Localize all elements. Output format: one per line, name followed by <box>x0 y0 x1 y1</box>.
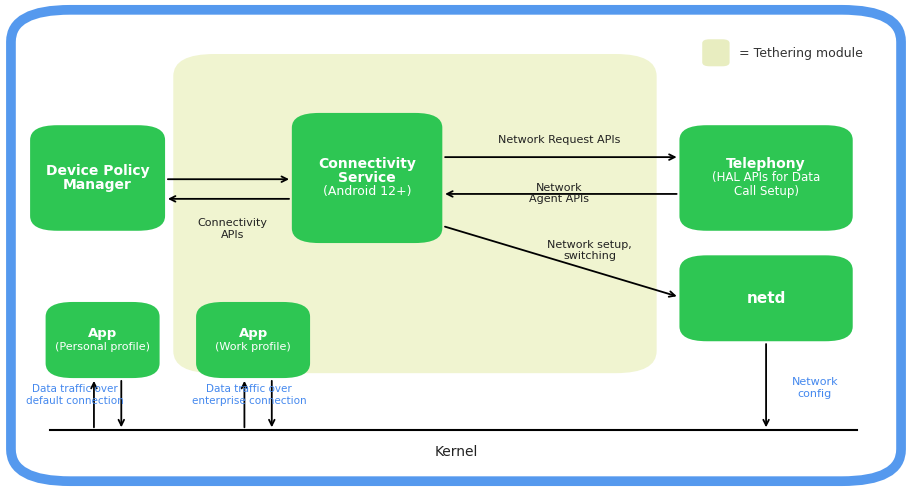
FancyBboxPatch shape <box>679 125 852 231</box>
Text: Connectivity
APIs: Connectivity APIs <box>198 218 267 240</box>
Text: App: App <box>87 327 118 340</box>
Text: = Tethering module: = Tethering module <box>738 47 862 59</box>
FancyBboxPatch shape <box>30 125 165 231</box>
FancyBboxPatch shape <box>679 255 852 341</box>
Text: Call Setup): Call Setup) <box>732 185 798 198</box>
Text: (HAL APIs for Data: (HAL APIs for Data <box>711 171 819 185</box>
Text: Data traffic over
default connection: Data traffic over default connection <box>26 384 123 406</box>
Text: Data traffic over
enterprise connection: Data traffic over enterprise connection <box>191 384 306 406</box>
FancyBboxPatch shape <box>46 302 159 378</box>
Text: Device Policy: Device Policy <box>46 164 149 178</box>
FancyBboxPatch shape <box>173 54 656 373</box>
FancyBboxPatch shape <box>701 39 729 66</box>
Text: Kernel: Kernel <box>434 445 477 459</box>
Text: (Android 12+): (Android 12+) <box>322 185 411 198</box>
Text: Service: Service <box>338 171 395 185</box>
Text: Network Request APIs: Network Request APIs <box>497 136 619 145</box>
FancyBboxPatch shape <box>196 302 310 378</box>
Text: Connectivity: Connectivity <box>318 157 415 171</box>
Text: (Work profile): (Work profile) <box>215 342 291 352</box>
FancyBboxPatch shape <box>11 10 900 481</box>
Text: Telephony: Telephony <box>725 157 805 171</box>
Text: (Personal profile): (Personal profile) <box>55 342 150 352</box>
Text: Network
config: Network config <box>791 377 837 399</box>
Text: Network setup,
switching: Network setup, switching <box>547 240 631 261</box>
Text: Network
Agent APIs: Network Agent APIs <box>528 183 589 204</box>
Text: Manager: Manager <box>63 178 132 192</box>
FancyBboxPatch shape <box>292 113 442 243</box>
Text: App: App <box>238 327 268 340</box>
Text: netd: netd <box>745 291 785 306</box>
